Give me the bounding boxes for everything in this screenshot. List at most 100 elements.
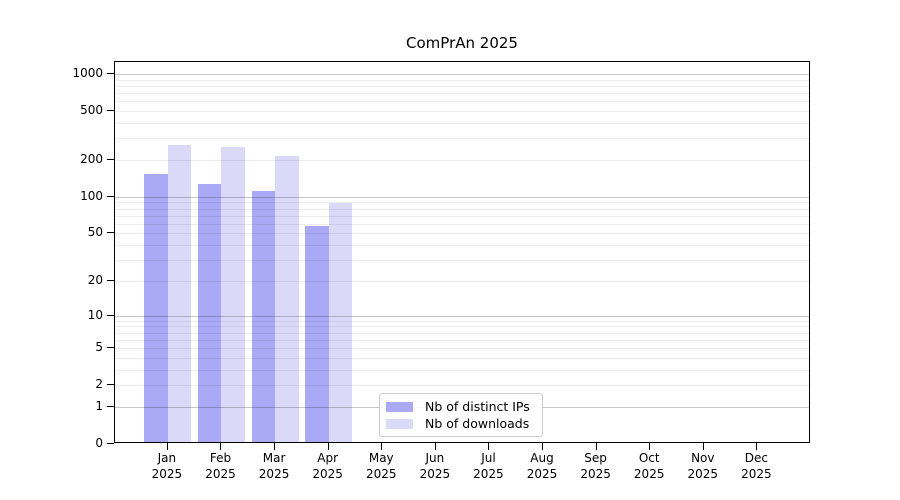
bar-nb-of-downloads-jan [167,144,192,442]
gridline-minor-7 [115,332,809,334]
y-tick-label-2: 2 [95,377,103,392]
gridline-minor-700 [115,93,809,95]
x-tick-label-jul: Jul 2025 [460,450,516,482]
x-tick-label-may: May 2025 [353,450,409,482]
y-tick-100 [107,195,114,197]
x-tick-apr [327,443,329,450]
legend-swatch-distinct-ips [386,401,413,412]
gridline-minor-80 [115,208,809,210]
gridline-minor-5 [115,348,809,350]
plot-area [114,61,810,443]
y-tick-50 [107,232,114,234]
gridline-major-100 [115,196,809,198]
gridline-minor-6 [115,339,809,341]
x-tick-month: Mar [262,451,286,465]
x-tick-label-sep: Sep 2025 [568,450,624,482]
x-tick-label-nov: Nov 2025 [675,450,731,482]
gridline-minor-70 [115,215,809,217]
x-tick-label-jun: Jun 2025 [407,450,463,482]
x-tick-month: Jan [157,451,177,465]
x-tick-may [381,443,383,450]
x-tick-year: 2025 [312,467,343,481]
x-tick-jun [434,443,436,450]
bar-nb-of-downloads-feb [221,146,245,442]
gridline-minor-20 [115,280,809,282]
y-tick-label-100: 100 [80,188,103,203]
y-tick-2 [107,384,114,386]
x-tick-label-aug: Aug 2025 [514,450,570,482]
x-tick-label-feb: Feb 2025 [192,450,248,482]
x-tick-year: 2025 [633,467,665,481]
x-tick-label-mar: Mar 2025 [246,450,302,482]
x-tick-jan [166,443,168,450]
gridline-minor-2 [115,385,809,387]
y-tick-5 [107,347,114,349]
x-tick-month: Sep [584,451,607,465]
x-tick-label-jan: Jan 2025 [139,450,195,482]
x-tick-feb [220,443,222,450]
y-tick-label-5: 5 [95,340,103,355]
x-tick-month: Nov [691,451,715,465]
y-tick-label-200: 200 [80,151,103,166]
x-tick-sep [595,443,597,450]
y-tick-20 [107,279,114,281]
x-tick-year: 2025 [580,467,611,481]
gridline-minor-40 [115,245,809,247]
bar-nb-of-distinct-ips-apr [305,226,329,442]
x-tick-year: 2025 [687,467,719,481]
gridline-minor-900 [115,79,809,81]
y-tick-500 [107,110,114,112]
gridline-major-1000 [115,73,809,75]
x-tick-dec [756,443,758,450]
gridline-minor-4 [115,357,809,359]
x-tick-year: 2025 [473,467,504,481]
x-tick-month: Feb [209,451,232,465]
y-tick-label-1: 1 [95,398,103,413]
y-tick-label-10: 10 [87,307,103,322]
x-tick-month: Aug [530,451,554,465]
x-tick-month: Jun [425,451,445,465]
bar-nb-of-downloads-apr [328,203,353,442]
x-tick-aug [542,443,544,450]
y-tick-label-0: 0 [95,436,103,450]
y-tick-label-1000: 1000 [72,65,103,80]
x-tick-year: 2025 [419,467,451,481]
x-tick-jul [488,443,490,450]
y-tick-0 [107,443,114,444]
gridline-minor-9 [115,320,809,322]
legend-item-distinct-ips: Nb of distinct IPs [386,398,534,414]
bar-nb-of-downloads-mar [275,156,299,442]
x-tick-label-oct: Oct 2025 [621,450,677,482]
y-tick-1000 [107,72,114,74]
x-tick-year: 2025 [526,467,558,481]
gridline-minor-600 [115,101,809,103]
y-tick-200 [107,158,114,160]
y-tick-label-20: 20 [87,272,103,287]
legend-item-downloads: Nb of downloads [386,416,534,431]
x-tick-year: 2025 [205,467,236,481]
x-tick-nov [702,443,704,450]
gridline-minor-500 [115,111,809,113]
x-tick-year: 2025 [365,467,397,481]
gridline-minor-3 [115,369,809,371]
x-tick-month: Dec [744,451,768,465]
x-tick-year: 2025 [741,467,772,481]
x-tick-month: May [368,451,394,465]
x-tick-month: Jul [481,451,496,465]
gridline-minor-60 [115,223,809,225]
x-tick-label-dec: Dec 2025 [728,450,784,482]
gridline-minor-90 [115,202,809,204]
y-tick-1 [107,405,114,407]
gridline-minor-800 [115,85,809,87]
gridline-minor-30 [115,260,809,262]
legend-label-distinct-ips: Nb of distinct IPs [425,398,530,414]
x-tick-month: Oct [638,451,660,465]
legend: Nb of distinct IPs Nb of downloads [379,393,543,437]
gridline-minor-200 [115,159,809,161]
gridline-minor-50 [115,233,809,235]
x-tick-year: 2025 [258,467,290,481]
gridline-minor-8 [115,326,809,328]
x-tick-month: Apr [317,451,339,465]
x-tick-mar [274,443,276,450]
